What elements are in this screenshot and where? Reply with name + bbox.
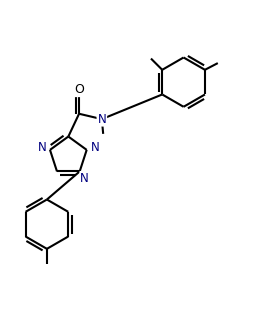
Text: N: N: [98, 112, 106, 126]
Text: O: O: [74, 83, 84, 96]
Text: N: N: [91, 141, 99, 154]
Text: N: N: [38, 141, 46, 154]
Text: N: N: [80, 172, 89, 185]
